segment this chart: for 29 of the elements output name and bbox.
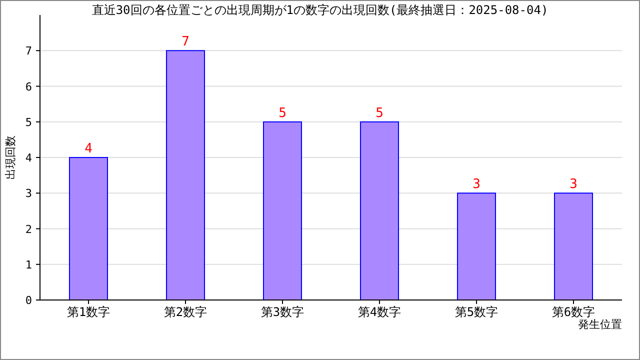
y-tick-label: 5 bbox=[25, 116, 32, 129]
bar bbox=[166, 50, 205, 300]
x-tick-label: 第1数字 bbox=[66, 305, 110, 319]
y-tick-label: 4 bbox=[25, 152, 32, 164]
data-label: 4 bbox=[84, 142, 93, 156]
x-tick-label: 第6数字 bbox=[552, 305, 596, 319]
chart-title: 直近30回の各位置ごとの出現周期が1の数字の出現回数(最終抽選日：2025-08-04) bbox=[92, 3, 548, 17]
bar bbox=[263, 121, 302, 300]
y-tick-label: 7 bbox=[25, 44, 32, 58]
x-tick-label: 第4数字 bbox=[358, 305, 402, 319]
bar bbox=[69, 157, 108, 300]
y-tick-label: 6 bbox=[25, 80, 32, 94]
x-tick-label: 第5数字 bbox=[454, 305, 498, 319]
x-tick-label: 第2数字 bbox=[164, 305, 208, 319]
y-tick-label: 3 bbox=[25, 187, 32, 200]
data-label: 3 bbox=[570, 177, 578, 192]
y-tick-label: 2 bbox=[25, 222, 32, 236]
y-tick-label: 0 bbox=[25, 294, 32, 307]
data-label: 5 bbox=[278, 106, 286, 121]
x-tick-label: 第3数字 bbox=[260, 305, 304, 319]
y-axis-title: 出現回数 bbox=[4, 136, 17, 180]
bar bbox=[457, 192, 496, 300]
bar bbox=[360, 121, 399, 300]
data-label: 5 bbox=[376, 106, 384, 121]
data-label: 3 bbox=[472, 177, 480, 192]
y-tick-label: 1 bbox=[25, 258, 32, 272]
data-label: 7 bbox=[182, 34, 190, 50]
bar bbox=[554, 192, 593, 300]
x-axis-title: 発生位置 bbox=[578, 318, 622, 331]
